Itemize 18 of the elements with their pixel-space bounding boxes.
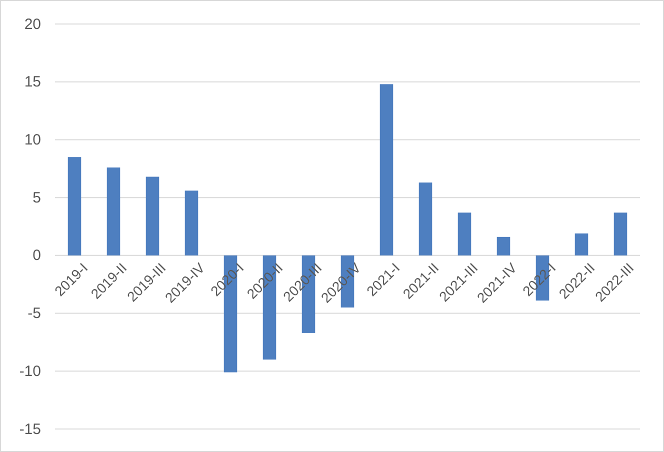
bar [418, 182, 432, 256]
bar [614, 212, 628, 256]
y-tick-label: -5 [28, 305, 41, 322]
bar [380, 84, 394, 256]
y-tick-label: -10 [19, 362, 41, 380]
bar [458, 212, 472, 256]
y-tick-label: 10 [24, 132, 41, 149]
bar [496, 236, 510, 256]
y-tick-label: 15 [24, 74, 41, 91]
bar [106, 167, 120, 256]
y-tick-label: 20 [24, 16, 41, 33]
y-tick-label: 0 [32, 247, 41, 264]
y-tick-label: 5 [32, 189, 41, 206]
bar [574, 233, 588, 256]
bar [184, 190, 198, 256]
bar [68, 157, 82, 256]
bar [146, 176, 160, 256]
y-tick-label: -15 [19, 420, 41, 438]
